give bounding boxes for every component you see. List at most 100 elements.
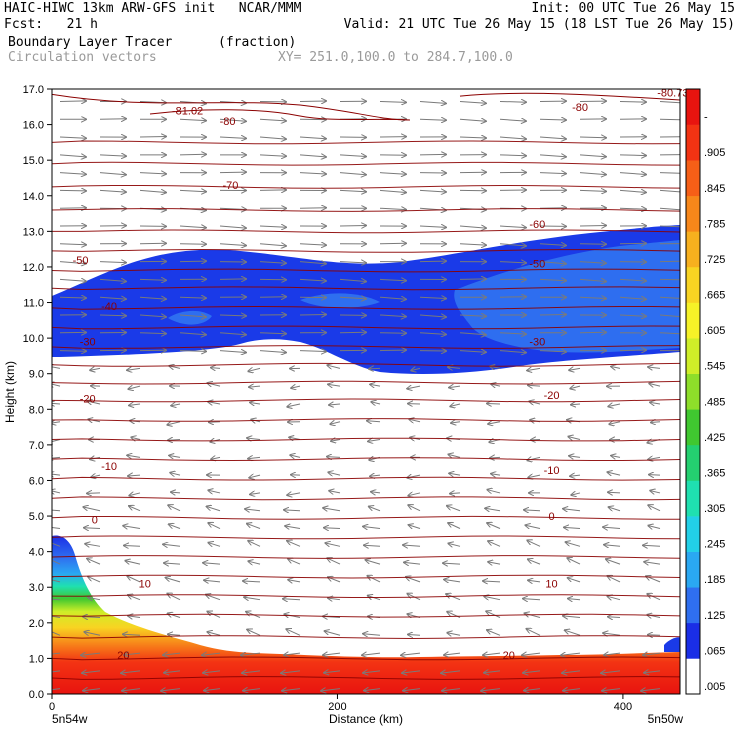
wind-vector bbox=[179, 333, 206, 335]
isotherm-line bbox=[52, 398, 680, 403]
wind-vector bbox=[129, 506, 141, 512]
wind-vector bbox=[52, 440, 61, 443]
wind-vector bbox=[447, 506, 461, 512]
wind-vector bbox=[362, 653, 381, 655]
isotherm-line bbox=[52, 229, 680, 234]
wind-vector bbox=[659, 189, 680, 193]
wind-vector bbox=[299, 173, 326, 174]
wind-vector bbox=[539, 119, 566, 120]
wind-vector bbox=[448, 367, 461, 368]
wind-vector bbox=[248, 561, 261, 564]
wind-vector bbox=[52, 422, 61, 423]
wind-vector bbox=[525, 525, 541, 528]
wind-vector bbox=[568, 578, 581, 583]
wind-vector bbox=[52, 403, 61, 404]
wind-vector bbox=[299, 351, 326, 352]
wind-vector bbox=[619, 279, 646, 281]
wind-vector bbox=[179, 297, 206, 298]
wind-vector bbox=[448, 454, 461, 457]
wind-vector bbox=[52, 527, 61, 530]
wind-vector bbox=[250, 403, 261, 404]
wind-vector bbox=[241, 653, 261, 655]
colorbar-label: .185 bbox=[704, 574, 725, 586]
wind-vector bbox=[99, 279, 126, 281]
isotherm-line bbox=[52, 656, 680, 661]
wind-vector bbox=[327, 558, 341, 565]
wind-vector bbox=[609, 422, 621, 424]
wind-vector bbox=[562, 671, 581, 673]
wind-vector bbox=[139, 173, 166, 174]
contour-label: 10 bbox=[139, 579, 151, 591]
wind-vector bbox=[527, 540, 541, 547]
x-tick-label: 0 bbox=[49, 701, 55, 713]
wind-vector bbox=[484, 596, 501, 599]
wind-vector bbox=[566, 542, 581, 547]
wind-vector bbox=[484, 671, 501, 673]
wind-vector bbox=[59, 155, 86, 157]
wind-vector bbox=[411, 368, 421, 370]
wind-vector bbox=[571, 493, 581, 495]
wind-vector bbox=[619, 297, 646, 299]
wind-vector bbox=[608, 596, 621, 599]
wind-vector bbox=[52, 559, 61, 565]
wind-vector bbox=[243, 689, 261, 691]
wind-vector bbox=[602, 689, 621, 691]
wind-vector bbox=[648, 367, 661, 368]
contour-label: 20 bbox=[503, 650, 515, 662]
wind-vector bbox=[167, 422, 181, 425]
wind-vector bbox=[499, 262, 526, 263]
wind-vector bbox=[249, 475, 261, 478]
colorbar-swatch bbox=[686, 551, 700, 588]
wind-vector bbox=[330, 422, 341, 424]
wind-vector bbox=[648, 457, 661, 459]
wind-vector bbox=[368, 440, 381, 442]
y-tick-label: 15.0 bbox=[23, 155, 44, 167]
wind-vector bbox=[659, 225, 680, 228]
wind-vector bbox=[209, 422, 221, 423]
wind-vector bbox=[52, 670, 61, 673]
wind-vector bbox=[659, 118, 680, 121]
isotherm-line bbox=[459, 92, 680, 101]
isotherm-line bbox=[149, 109, 411, 121]
wind-vector bbox=[59, 262, 86, 264]
contour-label: -70 bbox=[222, 180, 238, 192]
y-tick-label: 10.0 bbox=[23, 333, 44, 345]
colorbar-label: .365 bbox=[704, 468, 725, 480]
wind-vector bbox=[259, 226, 286, 227]
y-tick-label: 2.0 bbox=[29, 618, 44, 630]
wind-vector bbox=[123, 634, 141, 635]
wind-vector bbox=[288, 580, 301, 582]
isotherm-line bbox=[52, 305, 680, 310]
wind-vector bbox=[564, 527, 581, 528]
wind-vector bbox=[131, 437, 141, 439]
x-axis-label: Distance (km) bbox=[329, 712, 403, 726]
wind-vector bbox=[208, 490, 221, 493]
isotherm-line bbox=[52, 515, 680, 520]
wind-vector bbox=[379, 208, 406, 209]
wind-vector bbox=[291, 386, 301, 388]
y-tick-label: 17.0 bbox=[23, 84, 44, 96]
wind-vector bbox=[499, 137, 526, 139]
contour-label: -10 bbox=[544, 465, 560, 477]
wind-vector bbox=[367, 421, 381, 422]
contour-label: -20 bbox=[80, 394, 96, 406]
wind-vector bbox=[486, 611, 501, 618]
wind-vector bbox=[442, 689, 461, 691]
wind-vector bbox=[179, 315, 206, 317]
wind-vector bbox=[485, 508, 501, 510]
wind-vector bbox=[299, 279, 326, 281]
wind-vector bbox=[99, 315, 126, 316]
wind-vector bbox=[367, 576, 381, 583]
colorbar-swatch bbox=[686, 409, 700, 446]
wind-vector bbox=[459, 351, 486, 353]
wind-vector bbox=[299, 137, 326, 139]
wind-vector bbox=[499, 333, 526, 334]
y-tick-label: 0.0 bbox=[29, 689, 44, 701]
wind-vector bbox=[171, 492, 181, 493]
wind-vector bbox=[579, 155, 606, 157]
wind-vector bbox=[299, 155, 326, 157]
wind-vector bbox=[363, 527, 381, 529]
colorbar-swatch bbox=[686, 373, 700, 410]
wind-vector bbox=[179, 226, 206, 228]
wind-vector bbox=[127, 455, 141, 457]
